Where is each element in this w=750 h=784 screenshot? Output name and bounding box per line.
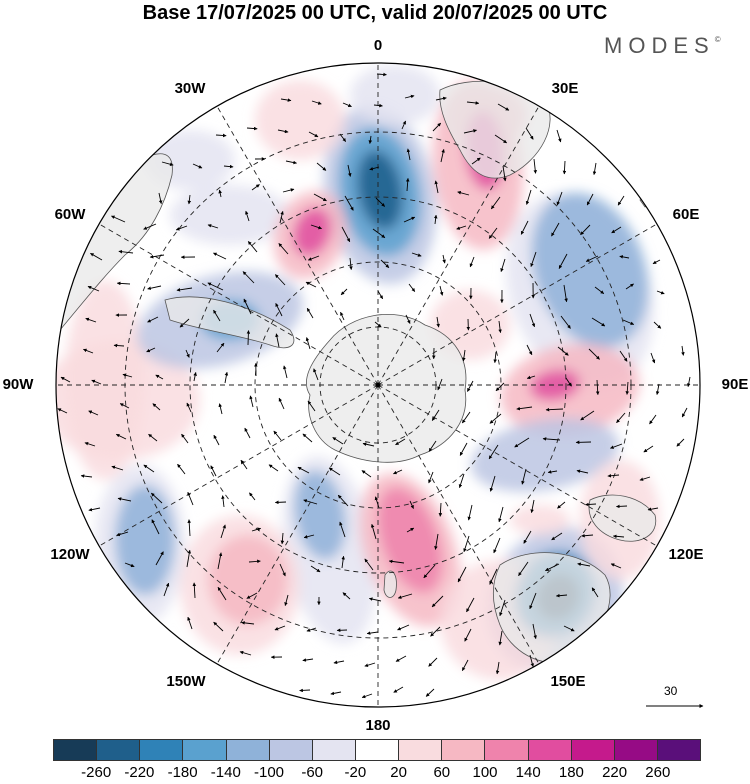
legend-swatch xyxy=(615,740,658,760)
legend-swatch xyxy=(485,740,528,760)
meridian-label: 180 xyxy=(365,717,390,734)
color-legend xyxy=(53,739,701,761)
legend-swatch xyxy=(356,740,399,760)
legend-tick-label: -180 xyxy=(168,764,198,781)
legend-tick-label: 140 xyxy=(516,764,541,781)
meridian-label: 150E xyxy=(550,673,585,690)
vector-scale-label: 30 xyxy=(664,684,677,698)
wind-arrow xyxy=(616,506,627,507)
wind-arrow xyxy=(248,331,249,346)
legend-swatch xyxy=(140,740,183,760)
meridian-label: 120W xyxy=(50,546,89,563)
legend-swatch xyxy=(529,740,572,760)
meridian-label: 120E xyxy=(668,546,703,563)
south-pole-dot xyxy=(376,383,381,388)
legend-swatch xyxy=(572,740,615,760)
meridian-label: 150W xyxy=(166,673,205,690)
legend-swatch xyxy=(313,740,356,760)
meridian-label: 90W xyxy=(3,376,34,393)
legend-swatch xyxy=(54,740,97,760)
anomaly-blob xyxy=(208,535,288,625)
anomaly-blob xyxy=(255,80,345,160)
meridian-label: 30E xyxy=(552,80,579,97)
legend-swatch xyxy=(97,740,140,760)
legend-ticks: -260 -220 -180 -140 -100 -60 -20 20 60 100 140 180 2… xyxy=(0,764,750,784)
anomaly-blob xyxy=(170,185,290,245)
legend-swatch xyxy=(399,740,442,760)
legend-swatch xyxy=(658,740,700,760)
legend-tick-label: 180 xyxy=(559,764,584,781)
wind-arrow xyxy=(300,690,310,691)
legend-tick-label: 260 xyxy=(645,764,670,781)
legend-tick-label: -260 xyxy=(81,764,111,781)
meridian-label: 90E xyxy=(722,376,749,393)
anomaly-blob xyxy=(115,485,175,595)
legend-tick-label: -60 xyxy=(301,764,323,781)
legend-swatch xyxy=(227,740,270,760)
legend-tick-label: 20 xyxy=(390,764,407,781)
anomaly-blob xyxy=(350,65,440,125)
landmass xyxy=(384,571,396,598)
legend-swatch xyxy=(442,740,485,760)
legend-tick-label: -20 xyxy=(345,764,367,781)
wind-arrow xyxy=(275,502,286,503)
legend-swatch xyxy=(183,740,226,760)
meridian-label: 60W xyxy=(55,206,86,223)
meridian-label: 30W xyxy=(175,80,206,97)
legend-tick-label: -140 xyxy=(211,764,241,781)
legend-tick-label: 100 xyxy=(472,764,497,781)
legend-tick-label: -220 xyxy=(124,764,154,781)
legend-tick-label: 220 xyxy=(602,764,627,781)
legend-tick-label: 60 xyxy=(433,764,450,781)
meridian-label: 0 xyxy=(374,37,382,54)
legend-swatch xyxy=(270,740,313,760)
legend-tick-label: -100 xyxy=(254,764,284,781)
meridian-label: 60E xyxy=(673,206,700,223)
